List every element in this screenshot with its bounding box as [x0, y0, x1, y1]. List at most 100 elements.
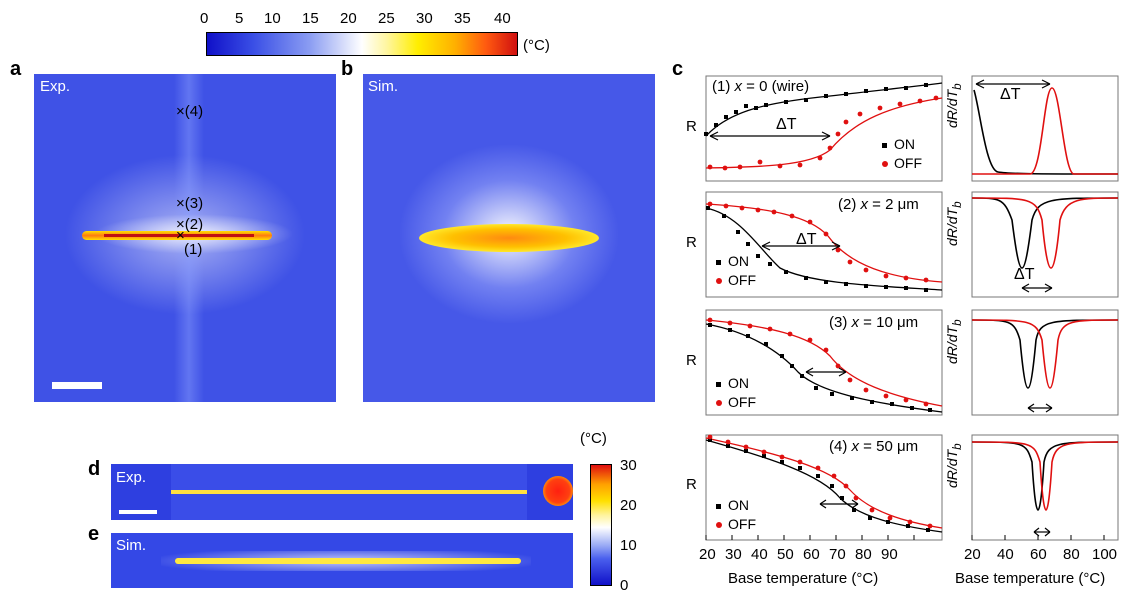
- y-label-derivative: dR/dTb: [944, 319, 964, 364]
- colorbar-tick: 40: [494, 10, 511, 27]
- on-markers: [708, 438, 930, 532]
- marker-1-glyph: ×: [176, 227, 185, 244]
- row-1-title: (1) x = 0 (wire): [712, 78, 810, 95]
- on-fit-line: [705, 82, 943, 137]
- x-tick: 50: [777, 546, 794, 563]
- off-derivative-curve: [971, 319, 1119, 389]
- on-markers: [706, 206, 928, 292]
- panel-letter-d: d: [88, 458, 101, 480]
- x-tick: 70: [829, 546, 846, 563]
- on-markers: [704, 83, 928, 136]
- y-label-r: R: [686, 476, 697, 493]
- off-markers: [707, 317, 929, 407]
- plot-frame-2: [705, 191, 943, 298]
- x-axis-ticks-right: [971, 535, 1105, 540]
- delta-t-label: ΔT: [1014, 266, 1035, 283]
- derivative-frame-2: [971, 191, 1119, 298]
- marker-4: ×(4): [176, 103, 204, 120]
- off-derivative-curve: [971, 441, 1119, 511]
- colorbar-tick: 0: [200, 10, 209, 27]
- small-colorbar: [590, 464, 612, 586]
- marker-2: ×(2): [176, 216, 204, 233]
- plot-frame-1: [705, 75, 943, 182]
- sim-thermal-image: [363, 74, 655, 402]
- panel-c-plots: [704, 75, 1119, 541]
- off-fit-line: [705, 319, 943, 407]
- colorbar-tick: 30: [416, 10, 433, 27]
- plot-frame-4: [705, 434, 943, 541]
- row-2-title: (2) x = 2 μm: [838, 196, 919, 213]
- colorbar-unit: (°C): [523, 37, 550, 54]
- on-derivative-curve: [971, 441, 1119, 511]
- x-tick: 20: [699, 546, 716, 563]
- small-colorbar-tick: 20: [620, 497, 637, 514]
- left-column: [704, 75, 943, 541]
- small-colorbar-unit: (°C): [580, 430, 607, 447]
- on-fit-line: [705, 439, 943, 533]
- on-derivative-curve: [971, 197, 1119, 269]
- derivative-frame-4: [971, 434, 1119, 541]
- off-markers: [707, 201, 929, 283]
- marker-1-label: (1): [184, 241, 203, 258]
- x-axis-ticks: [705, 535, 915, 540]
- on-derivative-curve: [971, 319, 1119, 389]
- colorbar-tick: 5: [235, 10, 244, 27]
- off-markers: [707, 95, 939, 171]
- x-tick-right: 80: [1063, 546, 1080, 563]
- small-colorbar-tick: 0: [620, 577, 629, 594]
- legend-row-1: ON OFF: [882, 135, 922, 173]
- legend-row-3: ON OFF: [716, 374, 756, 412]
- panel-letter-c: c: [672, 58, 684, 80]
- colorbar-tick: 25: [378, 10, 395, 27]
- y-label-derivative: dR/dTb: [944, 201, 964, 246]
- panel-letter-a: a: [10, 58, 22, 80]
- colorbar-tick: 15: [302, 10, 319, 27]
- x-axis-label-right: Base temperature (°C): [955, 570, 1106, 587]
- delta-t-label: ΔT: [776, 116, 797, 133]
- sim-wire-image: [111, 533, 573, 588]
- off-derivative-curve: [972, 87, 1118, 175]
- x-tick: 60: [803, 546, 820, 563]
- scale-bar: [52, 382, 102, 389]
- delta-t-label: ΔT: [796, 231, 817, 248]
- panel-b-label: Sim.: [368, 78, 398, 95]
- on-markers: [708, 323, 932, 412]
- colorbar-tick: 35: [454, 10, 471, 27]
- x-tick-right: 20: [964, 546, 981, 563]
- scale-bar: [119, 510, 157, 514]
- x-tick: 30: [725, 546, 742, 563]
- y-label-r: R: [686, 352, 697, 369]
- small-colorbar-tick: 30: [620, 457, 637, 474]
- x-tick: 80: [855, 546, 872, 563]
- right-column: [971, 75, 1119, 541]
- x-axis-label: Base temperature (°C): [728, 570, 879, 587]
- x-tick-right: 40: [997, 546, 1014, 563]
- x-tick: 40: [751, 546, 768, 563]
- y-label-r: R: [686, 118, 697, 135]
- x-tick-right: 60: [1030, 546, 1047, 563]
- off-markers: [707, 434, 933, 529]
- exp-thermal-image: [34, 74, 336, 402]
- delta-t-label: ΔT: [1000, 86, 1021, 103]
- legend-row-4: ON OFF: [716, 496, 756, 534]
- y-label-r: R: [686, 234, 697, 251]
- marker-3: ×(3): [176, 195, 204, 212]
- off-derivative-curve: [971, 197, 1119, 269]
- colorbar-tick: 10: [264, 10, 281, 27]
- exp-wire-image: [111, 464, 573, 520]
- panel-e-label: Sim.: [116, 537, 146, 554]
- plot-frame-3: [705, 309, 943, 416]
- legend-row-2: ON OFF: [716, 252, 756, 290]
- panel-d-label: Exp.: [116, 469, 147, 486]
- derivative-frame-3: [971, 309, 1119, 416]
- colorbar-tick: 20: [340, 10, 357, 27]
- x-tick-right: 100: [1092, 546, 1118, 563]
- panel-a-label: Exp.: [40, 78, 71, 95]
- on-fit-line: [705, 207, 943, 291]
- x-tick: 90: [881, 546, 898, 563]
- panel-letter-e: e: [88, 523, 100, 545]
- derivative-frame-1: [971, 75, 1119, 182]
- panel-letter-b: b: [341, 58, 354, 80]
- small-colorbar-tick: 10: [620, 537, 637, 554]
- on-derivative-curve: [973, 89, 1119, 175]
